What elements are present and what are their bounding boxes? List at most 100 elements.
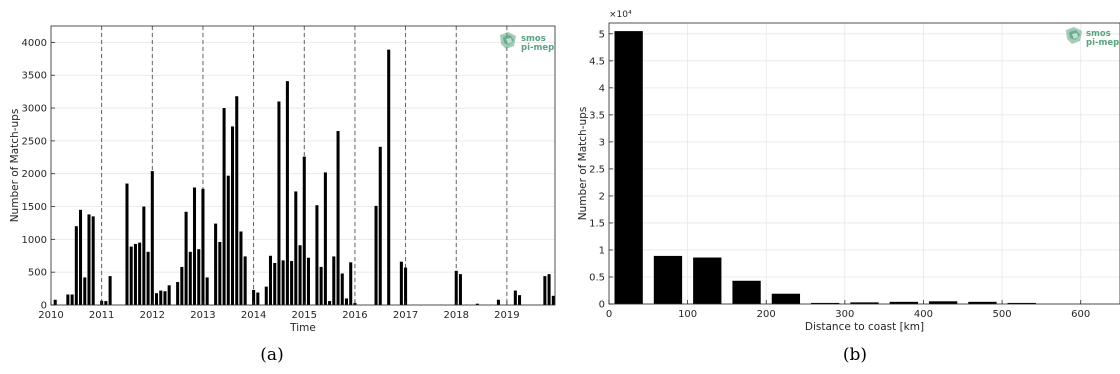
bar	[222, 108, 226, 305]
bar	[192, 187, 197, 305]
x-tick-label: 500	[993, 309, 1012, 320]
smos-logo-icon	[1066, 27, 1082, 44]
x-tick-label: 2019	[494, 310, 519, 321]
bar	[551, 295, 555, 305]
y-tick-label: 5	[599, 29, 605, 40]
bar	[205, 277, 209, 305]
y-tick-label: 3000	[22, 104, 47, 115]
bar	[163, 291, 167, 305]
bar	[87, 214, 91, 305]
y-tick-label: 3500	[22, 71, 47, 82]
panel-b-smos-logo: smos pi-mep	[1066, 27, 1119, 48]
bar	[235, 96, 239, 305]
panel-a-logo-text-line1: smos	[521, 34, 546, 44]
bar	[340, 273, 344, 305]
bar	[294, 191, 298, 305]
panel-b-y-axis-label: Number of Match-ups	[577, 107, 589, 221]
bar	[264, 286, 268, 305]
bar	[138, 242, 142, 305]
y-tick-label: 4000	[22, 38, 47, 49]
x-tick-label: 400	[914, 309, 933, 320]
y-tick-label: 1	[599, 245, 605, 256]
x-tick-label: 600	[1071, 309, 1090, 320]
bar	[332, 256, 336, 305]
bar	[302, 156, 306, 305]
x-tick-label: 0	[606, 309, 612, 320]
bar	[290, 261, 294, 305]
x-tick-label: 300	[835, 309, 854, 320]
panel-a-logo-text-line2: pi-mep	[521, 43, 554, 53]
bar	[513, 290, 517, 305]
panel-a-x-ticks: 2010 2011 2012 2013 2014 2015 2016 2017 2018 2019	[38, 301, 520, 321]
panel-b-chart: 0 100 200 300 400 500 600 0 0.5 1 1.5 2 2.5 3 3.5 4 4.5…	[577, 10, 1120, 365]
bar	[693, 257, 722, 304]
panel-b-logo-text-line1: smos	[1086, 29, 1111, 39]
bar	[475, 303, 479, 305]
bar	[349, 262, 353, 305]
panel-a-smos-logo: smos pi-mep	[500, 32, 554, 53]
bar	[150, 171, 154, 305]
bar	[230, 126, 235, 305]
x-tick-label: 100	[678, 309, 697, 320]
bar	[811, 302, 840, 304]
panel-b-y-ticks: 0 0.5 1 1.5 2 2.5 3 3.5 4 4.5 5	[589, 29, 613, 311]
bar	[336, 131, 340, 305]
bar	[133, 243, 137, 305]
bar	[146, 251, 150, 305]
y-tick-label: 3.5	[589, 110, 605, 121]
panel-b-x-axis-label: Distance to coast [km]	[805, 321, 924, 333]
bar	[281, 260, 285, 305]
x-tick-label: 2016	[342, 310, 367, 321]
y-tick-label: 1000	[22, 235, 47, 246]
panel-a-bars	[53, 49, 555, 306]
panel-a-caption: (a)	[260, 345, 283, 365]
bar	[968, 301, 997, 304]
bar	[104, 301, 108, 305]
bar	[154, 293, 159, 305]
y-tick-label: 1500	[22, 202, 47, 213]
bar	[614, 31, 643, 304]
bar	[125, 183, 129, 305]
x-tick-label: 2012	[140, 310, 165, 321]
bar	[928, 301, 958, 304]
bar	[518, 295, 522, 305]
bar	[83, 277, 87, 305]
bar	[328, 301, 332, 305]
panel-a-x-axis-label: Time	[289, 322, 316, 334]
bar	[66, 294, 70, 305]
x-tick-label: 2015	[292, 310, 317, 321]
bar	[243, 256, 247, 305]
y-tick-label: 2.5	[589, 164, 605, 175]
x-tick-label: 2013	[190, 310, 215, 321]
x-tick-label: 2011	[89, 310, 114, 321]
bar	[374, 205, 378, 305]
bar	[188, 251, 192, 305]
x-tick-label: 2017	[393, 310, 418, 321]
y-tick-label: 500	[28, 268, 47, 279]
bar	[184, 211, 188, 305]
bar	[285, 81, 289, 306]
panel-b-axes-border	[608, 22, 1120, 305]
y-tick-label: 1.5	[589, 218, 605, 229]
panel-a-axes-border	[50, 25, 556, 306]
bar	[273, 262, 277, 305]
x-tick-label: 200	[757, 309, 776, 320]
bar	[344, 298, 348, 305]
bar	[543, 276, 547, 305]
y-tick-label: 3	[599, 137, 605, 148]
bar	[496, 299, 500, 305]
bar	[458, 274, 462, 305]
bar	[315, 205, 319, 305]
bar	[268, 255, 273, 305]
bar	[399, 261, 403, 305]
bar	[547, 274, 551, 305]
y-tick-label: 2500	[22, 136, 47, 147]
panel-b-caption: (b)	[843, 345, 867, 365]
bar	[53, 299, 57, 305]
bar	[70, 294, 74, 305]
bar	[306, 257, 310, 305]
y-tick-label: 4	[599, 83, 605, 94]
bar	[277, 101, 281, 306]
panel-b-axis-multiplier: ×10⁴	[609, 10, 632, 20]
